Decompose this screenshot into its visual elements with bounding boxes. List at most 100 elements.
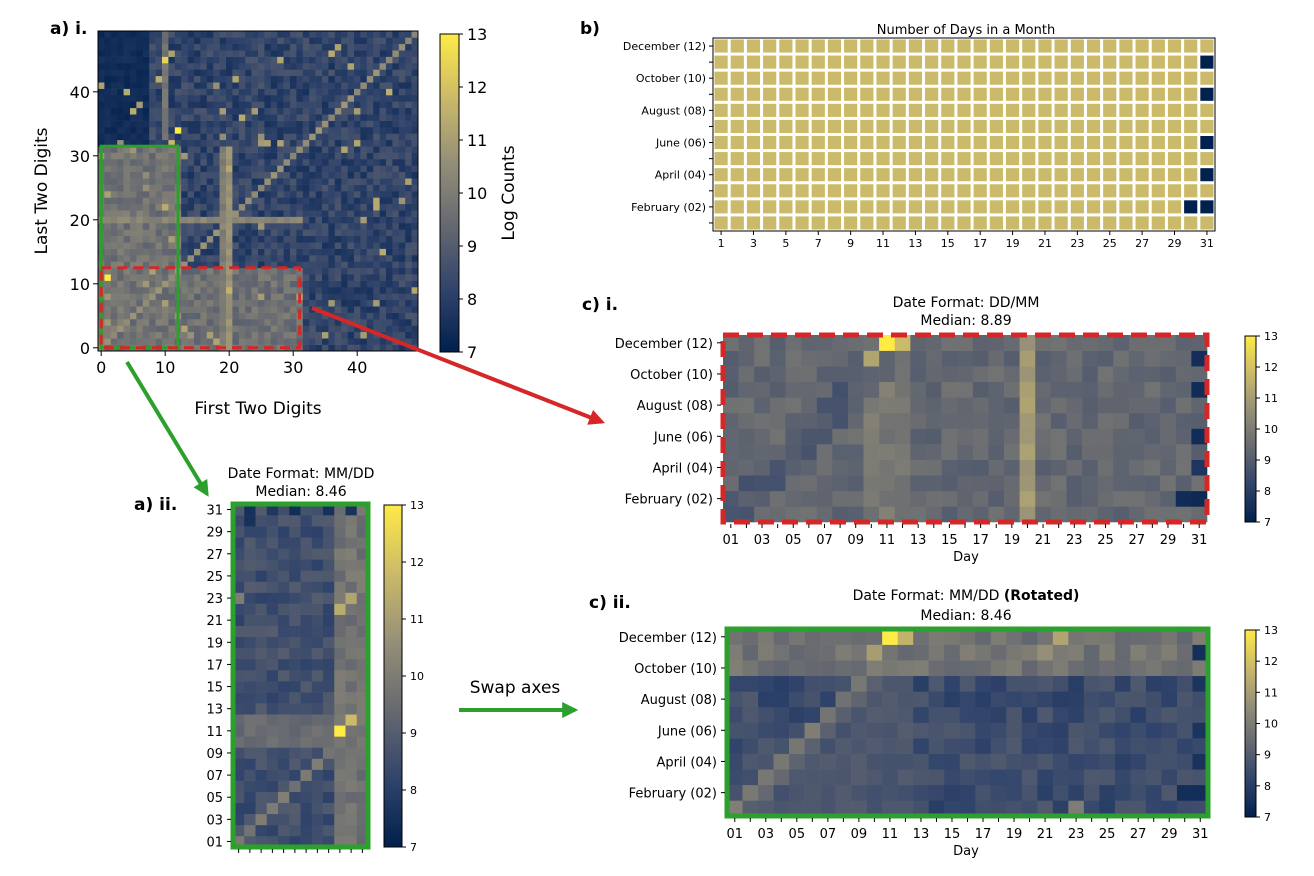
valid-day-cell (876, 152, 890, 166)
x-ticks-a-ii (238, 849, 363, 853)
heatmap-cell (296, 101, 304, 109)
heatmap-cell (1052, 753, 1069, 770)
heatmap-cell (277, 306, 284, 313)
heatmap-cell (168, 101, 176, 109)
heatmap-cell (816, 490, 833, 507)
heatmap-cell (187, 95, 195, 102)
heatmap-cell (136, 216, 144, 224)
y-tick-label: August (08) (637, 399, 713, 414)
heatmap-cell (347, 50, 355, 57)
heatmap-cell (941, 459, 958, 476)
heatmap-cell (341, 235, 348, 243)
heatmap-cell (398, 216, 406, 224)
heatmap-cell (258, 88, 265, 96)
heatmap-cell (328, 191, 336, 198)
heatmap-cell (162, 274, 169, 281)
heatmap-cell (200, 171, 208, 179)
valid-day-cell (1119, 216, 1133, 230)
valid-day-cell (1070, 200, 1084, 214)
heatmap-cell (181, 56, 188, 64)
heatmap-cell (366, 191, 374, 198)
heatmap-cell (302, 127, 310, 134)
heatmap-cell (168, 82, 176, 89)
heatmap-cell (283, 82, 291, 89)
valid-day-cell (1038, 168, 1052, 182)
valid-day-cell (1022, 152, 1036, 166)
heatmap-cell (149, 331, 156, 339)
heatmap-cell (379, 101, 387, 109)
heatmap-cell (245, 152, 252, 160)
heatmap-cell (213, 191, 220, 198)
heatmap-cell (379, 325, 387, 333)
heatmap-cell (289, 714, 301, 726)
heatmap-cell (398, 203, 406, 211)
heatmap-cell (123, 191, 131, 198)
heatmap-cell (266, 714, 279, 726)
heatmap-cell (341, 107, 348, 115)
heatmap-cell (266, 614, 279, 627)
heatmap-cell (334, 636, 346, 649)
heatmap-cell (200, 114, 208, 121)
heatmap-cell (194, 267, 201, 275)
heatmap-cell (328, 88, 336, 96)
valid-day-cell (811, 71, 825, 85)
heatmap-cell (322, 165, 329, 173)
heatmap-cell (290, 95, 297, 102)
panel-label-c-ii: c) ii. (589, 593, 631, 613)
valid-day-cell (1054, 55, 1068, 69)
heatmap-cell (251, 235, 259, 243)
heatmap-cell (130, 139, 137, 147)
heatmap-cell (123, 235, 131, 243)
heatmap-cell (315, 274, 323, 281)
heatmap-cell (277, 210, 284, 217)
heatmap-cell (238, 197, 246, 205)
heatmap-cell (1099, 675, 1116, 692)
heatmap-cell (290, 255, 297, 262)
heatmap-cell (255, 736, 268, 748)
heatmap-cell (155, 338, 163, 345)
heatmap-cell (187, 146, 195, 153)
heatmap-cell (754, 412, 771, 429)
heatmap-cell (142, 223, 150, 230)
heatmap-cell (411, 184, 419, 192)
heatmap-cell (411, 255, 419, 262)
heatmap-cell (258, 344, 265, 352)
heatmap-cell (944, 660, 961, 677)
heatmap-cell (379, 312, 387, 320)
heatmap-cell (990, 753, 1007, 770)
heatmap-cell (290, 287, 297, 294)
x-tick-label: 23 (1070, 237, 1084, 250)
heatmap-cell (405, 267, 412, 275)
heatmap-cell (226, 203, 233, 211)
valid-day-cell (1103, 71, 1117, 85)
heatmap-cell (990, 800, 1007, 817)
heatmap-cell (194, 210, 201, 217)
heatmap-cell (347, 267, 355, 275)
heatmap-cell (290, 293, 297, 301)
heatmap-cell (322, 88, 329, 96)
heatmap-cell (345, 747, 358, 759)
heatmap-cell (315, 267, 323, 275)
heatmap-cell (251, 331, 259, 339)
heatmap-cell (354, 261, 361, 269)
valid-day-cell (1054, 200, 1068, 214)
heatmap-cell (277, 325, 284, 333)
heatmap-cell (200, 37, 208, 45)
heatmap-cell (988, 459, 1005, 476)
heatmap-cell (334, 88, 342, 96)
heatmap-cell (258, 120, 265, 128)
heatmap-cell (194, 274, 201, 281)
heatmap-cell (110, 75, 118, 83)
heatmap-cell (155, 43, 163, 51)
heatmap-cell (1175, 506, 1192, 523)
heatmap-cell (104, 50, 112, 57)
valid-day-cell (827, 119, 842, 133)
heatmap-cell (386, 69, 393, 77)
heatmap-cell (360, 50, 368, 57)
heatmap-cell (334, 725, 346, 737)
heatmap-cell (155, 235, 163, 243)
heatmap-cell (194, 159, 201, 166)
heatmap-cell (213, 152, 220, 160)
heatmap-cell (168, 139, 176, 147)
heatmap-cell (360, 312, 368, 320)
